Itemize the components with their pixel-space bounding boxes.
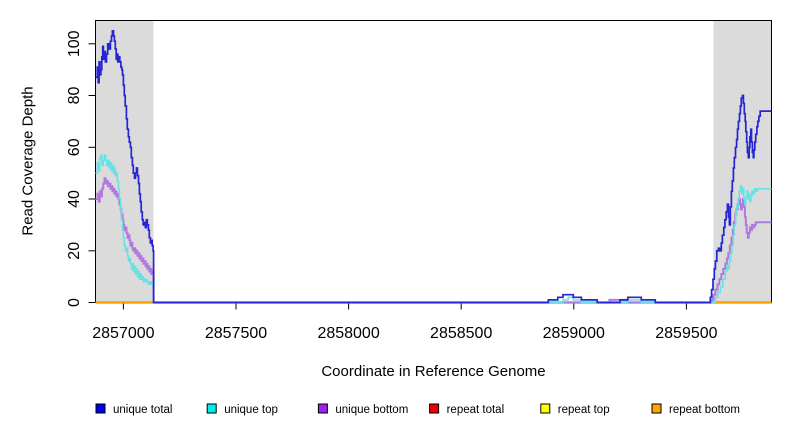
legend-label-repeat-bottom: repeat bottom: [669, 404, 740, 416]
y-axis-title: Read Coverage Depth: [19, 86, 37, 236]
legend-label-repeat-top: repeat top: [558, 404, 610, 416]
left-flank-shading: [95, 20, 154, 303]
legend-label-repeat-total: repeat total: [447, 404, 505, 416]
legend-swatch-unique-total: [95, 403, 106, 414]
x-tick-label: 2859500: [655, 325, 717, 342]
legend-swatch-unique-bottom: [317, 403, 328, 414]
series-unique-top: [95, 154, 772, 304]
y-tick-label: 100: [66, 30, 83, 57]
x-tick-label: 2857500: [205, 325, 267, 342]
legend-label-unique-total: unique total: [113, 404, 172, 416]
legend-label-unique-bottom: unique bottom: [335, 404, 408, 416]
legend-swatch-repeat-bottom: [651, 403, 662, 414]
y-tick-label: 80: [66, 87, 83, 105]
y-tick-label: 0: [66, 298, 83, 307]
series-unique-bottom: [95, 177, 772, 304]
series-unique-total: [95, 29, 772, 304]
x-axis-title: Coordinate in Reference Genome: [321, 363, 546, 380]
legend-swatch-unique-top: [206, 403, 217, 414]
plot-box: [95, 20, 772, 303]
x-tick-label: 2858500: [430, 325, 492, 342]
x-tick-label: 2859000: [543, 325, 605, 342]
y-tick-label: 20: [66, 242, 83, 260]
legend-label-unique-top: unique top: [224, 404, 278, 416]
x-tick-label: 2858000: [317, 325, 379, 342]
legend-swatch-repeat-top: [540, 403, 551, 414]
y-tick-label: 40: [66, 190, 83, 208]
legend-swatch-repeat-total: [429, 403, 440, 414]
x-tick-label: 2857000: [92, 325, 154, 342]
y-tick-label: 60: [66, 138, 83, 156]
right-flank-shading: [713, 20, 772, 303]
